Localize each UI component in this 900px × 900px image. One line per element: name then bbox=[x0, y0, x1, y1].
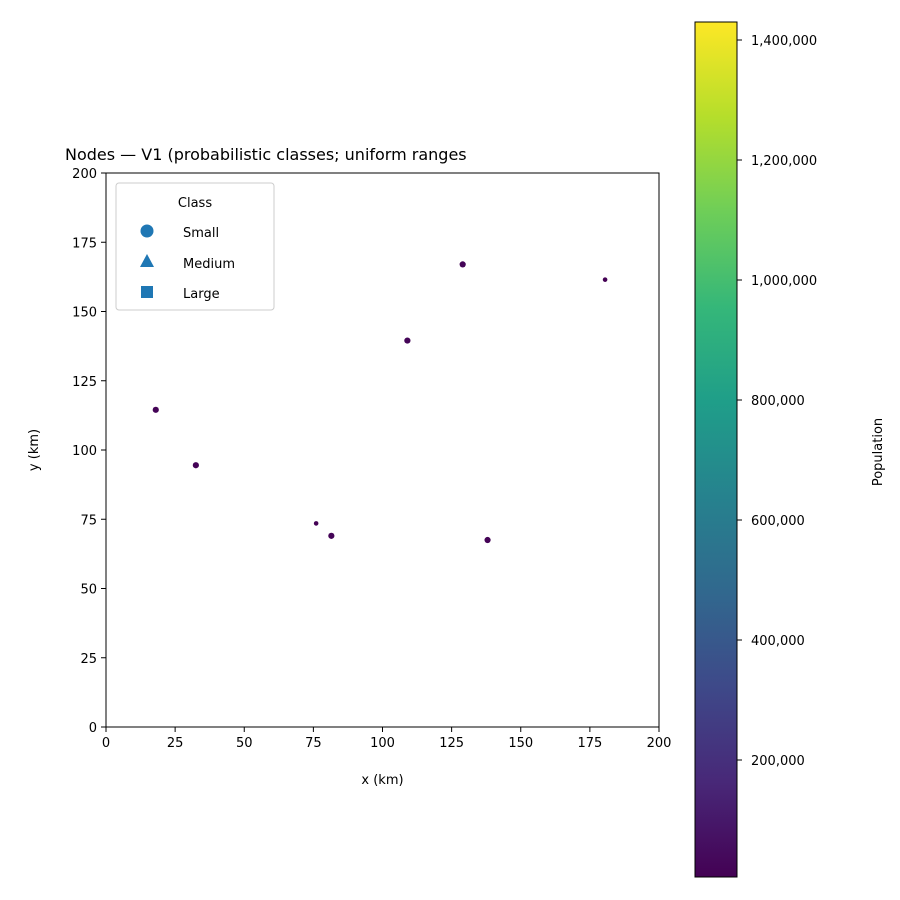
colorbar-tick-label: 1,200,000 bbox=[751, 154, 817, 169]
data-point bbox=[404, 337, 411, 344]
data-point bbox=[313, 521, 319, 526]
legend-small-marker bbox=[140, 224, 154, 238]
legend: Class Small Medium Large bbox=[115, 182, 275, 311]
legend-large-label: Large bbox=[183, 287, 220, 302]
colorbar-tick-label: 1,000,000 bbox=[751, 274, 817, 289]
colorbar: 200,000 400,000 600,000 800,000 1,000,000 1,2… bbox=[694, 21, 886, 878]
x-tick-label: 150 bbox=[508, 736, 533, 751]
x-tick-label: 25 bbox=[167, 736, 184, 751]
y-tick-label: 75 bbox=[80, 513, 97, 528]
legend-large-marker bbox=[141, 286, 153, 298]
colorbar-tick-label: 800,000 bbox=[751, 394, 805, 409]
y-tick-label: 50 bbox=[80, 583, 97, 598]
y-axis-ticks: 0 25 50 75 100 125 150 175 200 bbox=[72, 167, 106, 736]
x-tick-label: 125 bbox=[439, 736, 464, 751]
x-tick-label: 75 bbox=[305, 736, 322, 751]
y-tick-label: 0 bbox=[89, 721, 97, 736]
y-tick-label: 150 bbox=[72, 306, 97, 321]
y-tick-label: 200 bbox=[72, 167, 97, 182]
legend-small-label: Small bbox=[183, 226, 219, 241]
data-point bbox=[459, 261, 466, 268]
data-point bbox=[192, 462, 199, 469]
y-tick-label: 100 bbox=[72, 444, 97, 459]
x-tick-label: 175 bbox=[577, 736, 602, 751]
data-point bbox=[602, 277, 608, 282]
data-point bbox=[328, 532, 335, 539]
colorbar-label: Population bbox=[871, 418, 886, 486]
y-tick-label: 125 bbox=[72, 375, 97, 390]
data-point bbox=[484, 536, 491, 544]
x-tick-label: 100 bbox=[370, 736, 395, 751]
colorbar-tick-label: 400,000 bbox=[751, 634, 805, 649]
x-tick-label: 50 bbox=[236, 736, 253, 751]
y-axis-label: y (km) bbox=[27, 429, 42, 471]
x-tick-label: 200 bbox=[647, 736, 672, 751]
y-tick-label: 25 bbox=[80, 652, 97, 667]
colorbar-ticks: 200,000 400,000 600,000 800,000 1,000,000 1,2… bbox=[737, 34, 817, 769]
legend-box bbox=[115, 182, 275, 311]
legend-title: Class bbox=[178, 196, 212, 211]
legend-medium-label: Medium bbox=[183, 257, 235, 272]
x-tick-label: 0 bbox=[102, 736, 110, 751]
data-point bbox=[152, 406, 159, 413]
y-tick-label: 175 bbox=[72, 236, 97, 251]
data-points bbox=[152, 261, 608, 544]
colorbar-tick-label: 1,400,000 bbox=[751, 34, 817, 49]
legend-medium-marker bbox=[140, 254, 154, 267]
chart-title: Nodes — V1 (probabilistic classes; unifo… bbox=[65, 145, 467, 164]
colorbar-tick-label: 600,000 bbox=[751, 514, 805, 529]
x-axis-label: x (km) bbox=[361, 773, 403, 788]
colorbar-tick-label: 200,000 bbox=[751, 754, 805, 769]
x-axis-ticks: 0 25 50 75 100 125 150 175 200 bbox=[102, 727, 672, 751]
colorbar-gradient bbox=[694, 21, 738, 878]
